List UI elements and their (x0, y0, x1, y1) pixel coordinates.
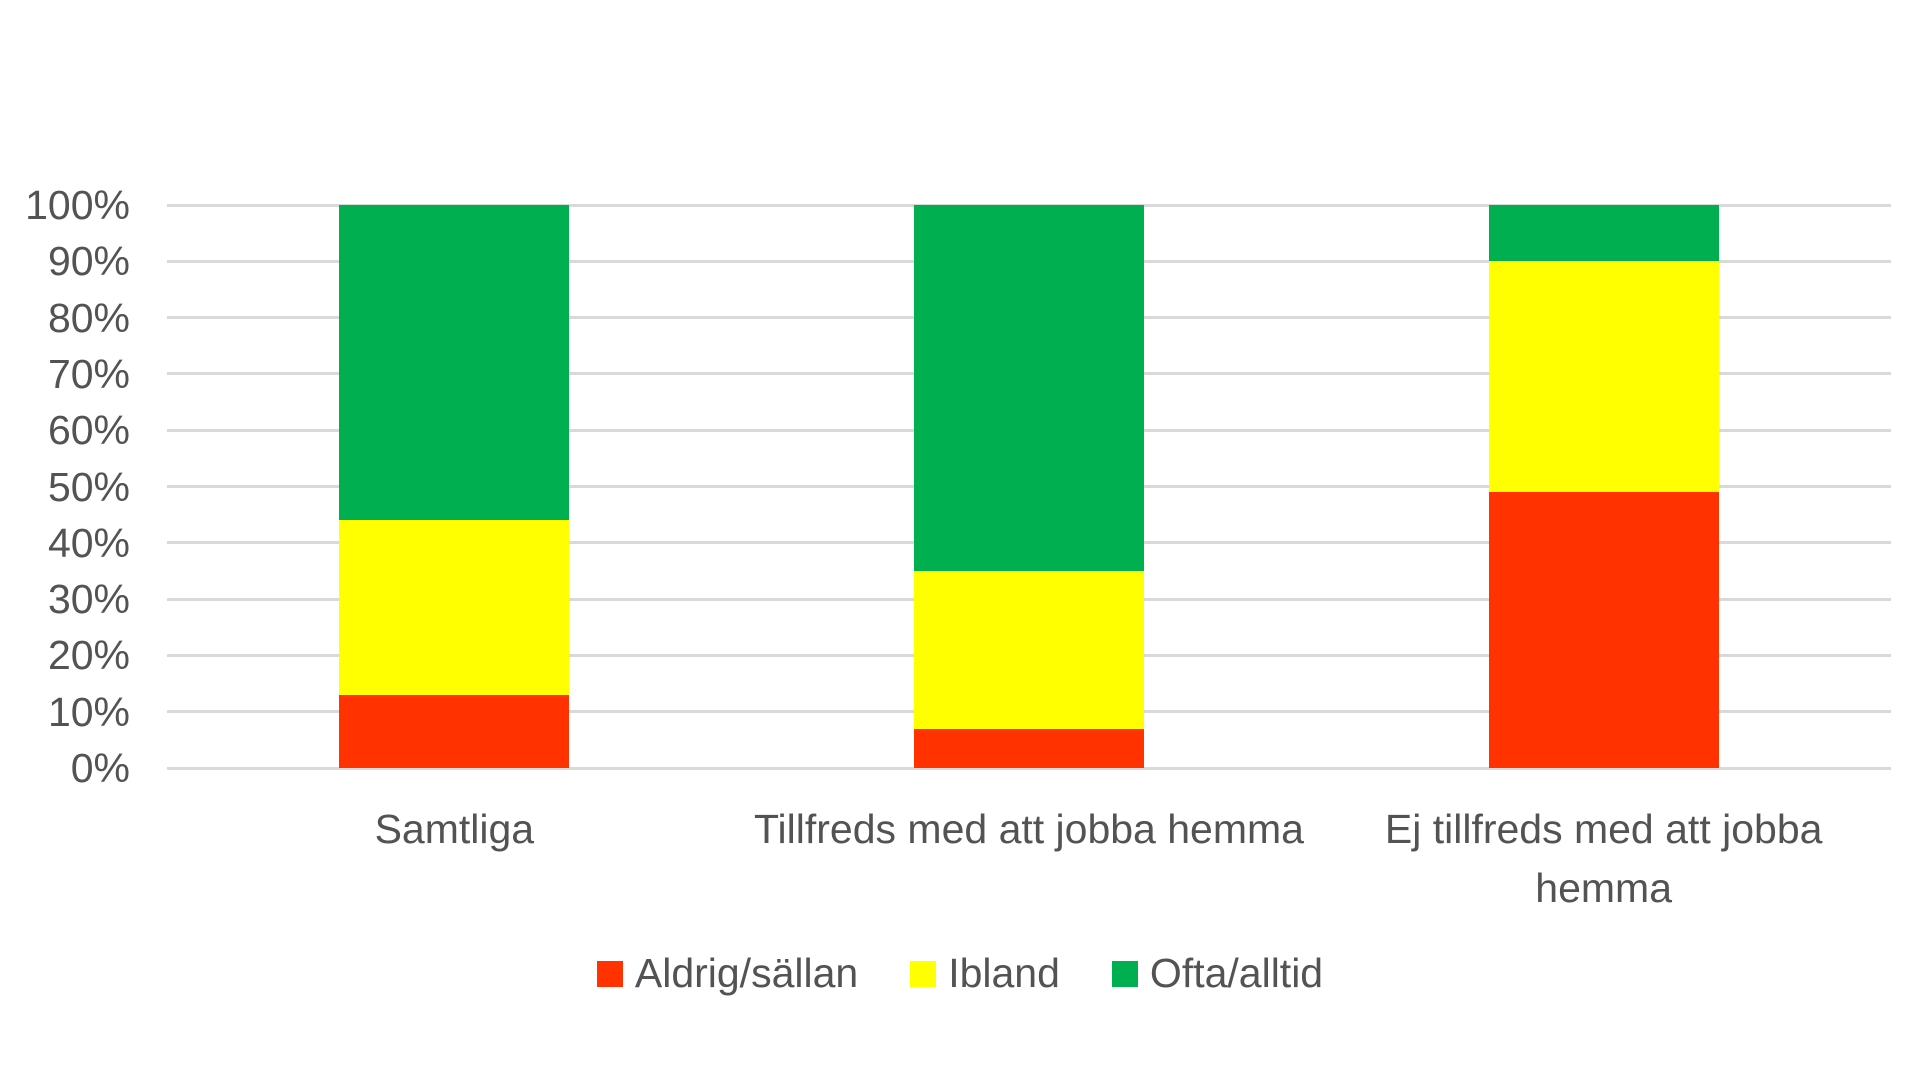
y-tick-label: 40% (47, 519, 130, 566)
legend-item[interactable]: Ofta/alltid (1111, 950, 1324, 997)
bar-slot (167, 205, 742, 768)
legend-swatch-icon (1111, 960, 1138, 987)
bar-3 (1488, 205, 1719, 768)
bar-segment[interactable] (339, 520, 570, 695)
legend-swatch-icon (596, 960, 623, 987)
y-tick-label: 90% (47, 238, 130, 285)
legend-label: Ibland (948, 950, 1060, 996)
x-category-label: Tillfreds med att jobba hemma (754, 806, 1304, 852)
y-tick-label: 20% (47, 632, 130, 679)
legend: Aldrig/sällan Ibland Ofta/alltid (0, 950, 1920, 997)
bars-container (167, 205, 1891, 768)
bar-1 (339, 205, 570, 768)
y-tick-label: 10% (47, 688, 130, 735)
gridline-0% (167, 766, 1891, 770)
bar-slot (1316, 205, 1891, 768)
y-tick-label: 80% (47, 294, 130, 341)
x-category-label: Samtliga (374, 806, 535, 852)
legend-swatch-icon (910, 960, 937, 987)
bar-segment[interactable] (339, 694, 570, 768)
plot-area (167, 203, 1891, 770)
y-tick-label: 100% (25, 182, 130, 228)
x-category-label: Ej tillfreds med att jobba hemma (1384, 806, 1823, 912)
y-tick-label: 50% (47, 463, 130, 510)
legend-label: Aldrig/sällan (634, 950, 859, 996)
y-tick-label: 60% (47, 407, 130, 454)
bar-segment[interactable] (1488, 492, 1719, 768)
bar-2 (914, 205, 1144, 768)
bar-segment[interactable] (914, 205, 1144, 571)
y-tick-label: 0% (70, 745, 130, 791)
bar-segment[interactable] (1488, 261, 1719, 493)
gridline-100% (167, 203, 1891, 207)
legend-label: Ofta/alltid (1149, 950, 1324, 996)
legend-item[interactable]: Ibland (910, 950, 1060, 997)
bar-segment[interactable] (914, 570, 1144, 729)
y-tick-label: 30% (47, 576, 130, 623)
y-tick-label: 70% (47, 350, 130, 397)
bar-segment[interactable] (339, 205, 570, 521)
bar-segment[interactable] (914, 728, 1144, 768)
legend-item[interactable]: Aldrig/sällan (596, 950, 859, 997)
bar-slot (742, 205, 1317, 768)
bar-segment[interactable] (1488, 205, 1719, 262)
